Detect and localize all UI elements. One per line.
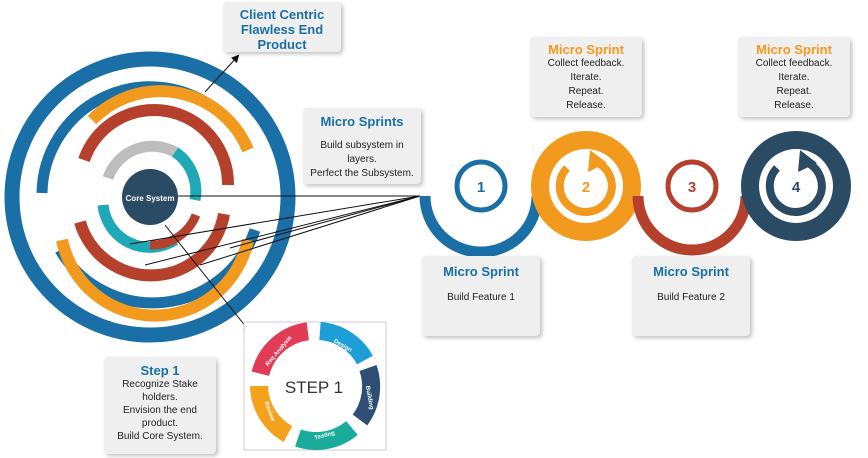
sprint-2-cycle-arc [555,159,616,216]
sprint-card-bottom-2-title: Micro Sprint [653,264,729,279]
line-ring-to-sprints-d [199,195,421,266]
step-segment-building [352,365,381,426]
line-ring-to-sprints-e [229,195,421,249]
step1-line-2: holders. [142,392,178,403]
client-centric-box: Client Centric Flawless End Product [223,2,341,52]
client-centric-line-1: Client Centric [239,7,325,22]
ring-orange-lower-arc [56,238,254,322]
sprint-3-u-arc [632,195,752,256]
core-circle [122,169,178,225]
step1-box: Step 1 Recognize Stake holders. Envision… [104,357,216,454]
ring-grey-arc [102,140,178,181]
sprint-4-number: 4 [792,179,801,196]
step-segment-design [318,322,373,365]
sprint-4-cycle-arc [765,159,826,216]
sprint-card-bottom-1: Micro Sprint Build Feature 1 [422,256,540,336]
ring-orange-upper-arc [87,85,254,153]
sprint-chain: 1 2 3 4 [419,131,851,258]
line-ring-to-sprints-b [129,195,421,245]
step1-title: Step 1 [140,363,180,378]
step-segment-testing [295,420,358,450]
sprint-card-top-1-line-2: Iterate. [570,72,602,83]
sprint-card-top-2-line-3: Repeat. [776,86,812,97]
step1-line-3: Envision the end [123,405,197,416]
ring-red-upper-arc [78,103,235,186]
sprint-card-top-1-title: Micro Sprint [548,42,624,57]
concentric-rings: Core System [4,51,296,343]
sprint-card-bottom-2-line-1: Build Feature 2 [657,292,725,303]
outer-ring [4,51,296,343]
core-label: Core System [126,194,175,203]
connectors [129,54,421,334]
sprint-card-top-2-line-1: Collect feedback. [755,58,833,69]
step1-line-4: product. [141,418,179,429]
sprint-card-top-2: Micro Sprint Collect feedback. Iterate. … [738,37,850,117]
sprint-card-top-2-line-2: Iterate. [778,72,810,83]
step1-line-5: Build Core System. [117,431,203,442]
client-centric-line-3: Product [257,37,307,52]
sprint-card-bottom-1-title: Micro Sprint [443,264,519,279]
ring-red-lower-arc [74,212,230,282]
sprint-card-top-1-line-4: Release. [566,100,606,111]
sprint-4-cycle-arrowhead [798,150,817,172]
step1-line-1: Recognize Stake [122,379,198,390]
sprint-card-top-1-line-1: Collect feedback. [547,58,625,69]
sprint-1-ring [454,159,508,213]
sprint-2-number: 2 [582,179,590,196]
micro-sprints-box: Micro Sprints Build subsystem in layers.… [303,108,421,184]
arrow-to-client-box [204,54,240,93]
step-cycle: STEP 1 Design Building Testing Review Re… [243,321,387,451]
client-centric-line-2: Flawless End [240,22,324,37]
step-segment-review [250,385,293,442]
sprint-card-bottom-1-line-1: Build Feature 1 [447,292,515,303]
sprint-card-top-1: Micro Sprint Collect feedback. Iterate. … [530,37,642,117]
sprint-card-top-2-line-4: Release. [774,100,814,111]
sprint-card-top-1-line-3: Repeat. [568,86,604,97]
sprint-card-top-2-title: Micro Sprint [756,42,832,57]
arrow-to-step-cycle [164,224,252,334]
micro-sprints-title: Micro Sprints [320,114,404,129]
line-ring-to-sprints-c [144,195,421,266]
step-cycle-center-label: STEP 1 [285,378,343,397]
step-segment-label-testing: Testing [314,430,336,441]
sprint-3-ring [665,159,719,213]
micro-sprints-line-3: Perfect the Subsystem. [310,168,414,179]
step-segment-req-analysis [251,322,310,377]
ring-red-inner-arc [149,213,201,250]
sprint-1-number: 1 [477,179,485,196]
sprint-card-bottom-2: Micro Sprint Build Feature 2 [632,256,750,336]
ring-teal-upper-arc [171,147,202,202]
micro-sprints-line-2: layers. [347,154,377,165]
sprint-3-number: 3 [688,179,696,196]
sprint-2-cycle-arrowhead [588,150,607,172]
micro-sprints-line-1: Build subsystem in [320,140,404,151]
sprint-1-u-arc [419,195,543,258]
step-segment-label-building: Building [364,385,374,410]
